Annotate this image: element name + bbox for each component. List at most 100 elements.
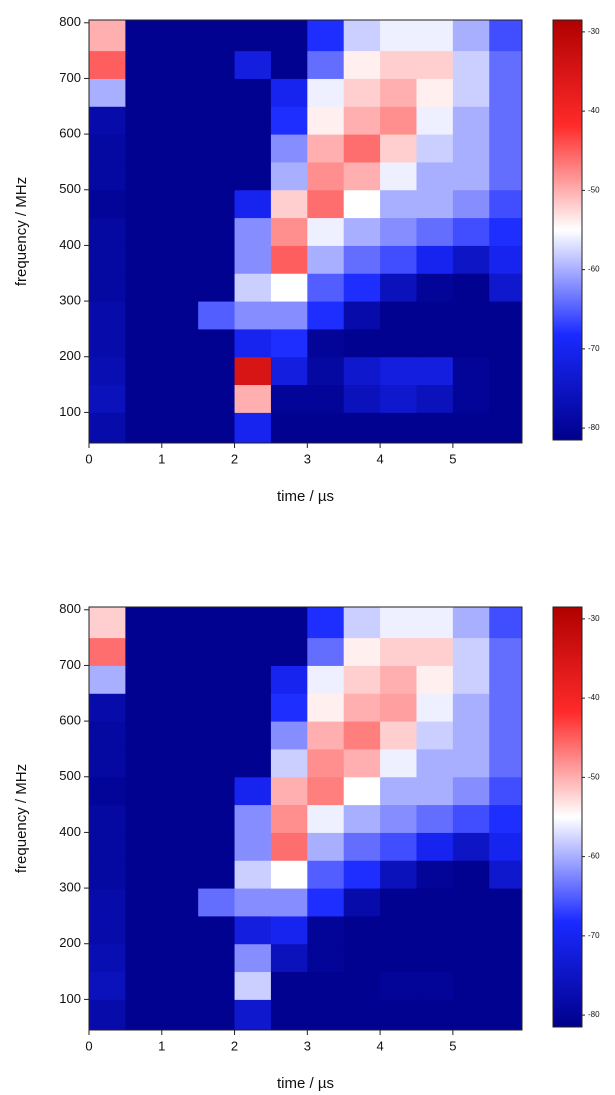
heatmap-cell <box>307 78 345 107</box>
heatmap-cell <box>489 860 522 889</box>
cells <box>89 607 522 1030</box>
heatmap-cell <box>452 971 490 1000</box>
heatmap-cell <box>234 721 272 750</box>
heatmap-cell <box>89 999 126 1030</box>
heatmap-cell <box>380 860 417 889</box>
heatmap-cell <box>343 776 381 806</box>
heatmap-cell <box>161 888 199 917</box>
colorbar-tick-label: -40 <box>588 693 600 702</box>
heatmap-cell <box>270 721 308 750</box>
heatmap-cell <box>270 134 308 163</box>
heatmap-cell <box>343 665 381 694</box>
heatmap-cell <box>343 860 381 889</box>
heatmap-cell <box>125 860 163 889</box>
heatmap-cell <box>198 776 236 806</box>
heatmap-cell <box>161 384 199 413</box>
heatmap-cell <box>161 693 199 722</box>
heatmap-cell <box>125 78 163 107</box>
x-tick-label: 5 <box>449 1038 456 1053</box>
heatmap-cell <box>270 637 308 666</box>
heatmap-cell <box>452 78 490 107</box>
heatmap-cell <box>234 217 272 246</box>
heatmap-cell <box>380 273 417 302</box>
heatmap-cell <box>489 943 522 973</box>
heatmap-cell <box>198 189 236 219</box>
heatmap-cell <box>452 217 490 246</box>
heatmap-cell <box>161 189 199 219</box>
heatmap-cell <box>343 106 381 135</box>
heatmap-cell <box>343 804 381 833</box>
heatmap-cell <box>416 412 454 443</box>
heatmap-cell <box>416 161 454 191</box>
heatmap-cell <box>452 888 490 917</box>
heatmap-cell <box>452 134 490 163</box>
heatmap-cell <box>452 665 490 694</box>
x-tick-label: 1 <box>158 451 165 466</box>
heatmap-cell <box>198 832 236 861</box>
heatmap-cell <box>307 217 345 246</box>
y-tick-label: 100 <box>59 404 81 419</box>
heatmap-cell <box>380 607 417 639</box>
heatmap-cell <box>489 999 522 1030</box>
heatmap-cell <box>198 245 236 274</box>
heatmap-cell <box>489 106 522 135</box>
heatmap-cell <box>489 915 522 945</box>
heatmap-cell <box>452 384 490 413</box>
heatmap-cell <box>343 721 381 750</box>
heatmap-cell <box>125 301 163 330</box>
heatmap-cell <box>416 20 454 52</box>
heatmap-cell <box>380 189 417 219</box>
heatmap-cell <box>343 412 381 443</box>
heatmap-cell <box>161 78 199 107</box>
heatmap-cell <box>452 943 490 973</box>
heatmap-cell <box>343 50 381 79</box>
heatmap-cell <box>270 999 308 1030</box>
heatmap-cell <box>234 301 272 330</box>
heatmap-cell <box>380 161 417 191</box>
heatmap-cell <box>343 999 381 1030</box>
heatmap-cell <box>161 776 199 806</box>
heatmap-cell <box>307 106 345 135</box>
heatmap-cell <box>452 915 490 945</box>
heatmap-cell <box>270 915 308 945</box>
heatmap-cell <box>161 50 199 79</box>
heatmap-cell <box>89 328 126 358</box>
heatmap-cell <box>125 20 163 52</box>
colorbar-tick-label: -70 <box>588 931 600 940</box>
heatmap-cell <box>198 384 236 413</box>
heatmap-cell <box>198 721 236 750</box>
heatmap-cell <box>416 637 454 666</box>
heatmap-cell <box>489 245 522 274</box>
heatmap-cell <box>489 301 522 330</box>
heatmap-cell <box>489 134 522 163</box>
heatmap-cell <box>307 943 345 973</box>
heatmap-cell <box>234 328 272 358</box>
heatmap-cell <box>234 832 272 861</box>
heatmap-cell <box>270 245 308 274</box>
heatmap-cell <box>125 748 163 778</box>
heatmap-cell <box>416 971 454 1000</box>
heatmap-cell <box>161 804 199 833</box>
heatmap-cell <box>416 607 454 639</box>
colorbar-tick-label: -60 <box>588 265 600 274</box>
heatmap-cell <box>452 721 490 750</box>
heatmap-cell <box>380 999 417 1030</box>
heatmap-cell <box>307 607 345 639</box>
heatmap-cell <box>125 134 163 163</box>
heatmap-cell <box>161 637 199 666</box>
heatmap-cell <box>270 607 308 639</box>
heatmap-cell <box>380 637 417 666</box>
heatmap-cell <box>198 888 236 917</box>
colorbar-tick-label: -80 <box>588 423 600 432</box>
heatmap-cell <box>489 888 522 917</box>
heatmap-cell <box>198 860 236 889</box>
y-tick-label: 700 <box>59 70 81 85</box>
heatmap-cell <box>270 776 308 806</box>
heatmap-cell <box>198 915 236 945</box>
heatmap-cell <box>89 748 126 778</box>
x-tick-label: 3 <box>304 1038 311 1053</box>
heatmap-cell <box>452 273 490 302</box>
heatmap-cell <box>89 20 126 52</box>
heatmap-cell <box>89 915 126 945</box>
heatmap-cell <box>270 888 308 917</box>
